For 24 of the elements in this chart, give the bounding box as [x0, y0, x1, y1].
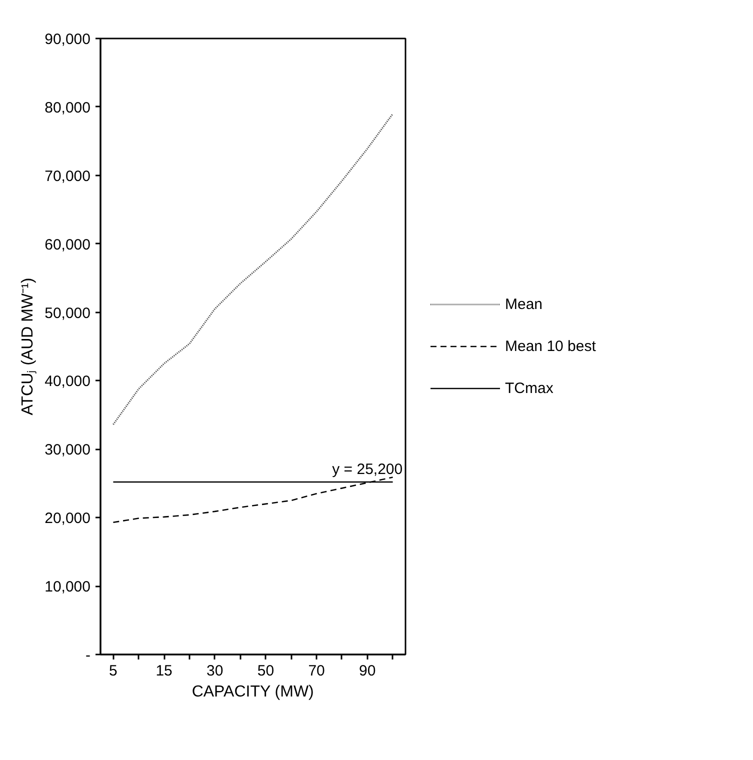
line-series	[112, 112, 394, 426]
line-series	[112, 476, 394, 524]
y-tick-label: 70,000	[44, 168, 91, 185]
x-tick-label: 50	[257, 662, 274, 680]
legend-label: Mean	[505, 296, 543, 312]
y-tick-label: 40,000	[44, 373, 91, 390]
x-tick-label: 70	[308, 662, 325, 680]
y-tick-label: 60,000	[44, 236, 91, 254]
y-tick-label: 80,000	[44, 99, 91, 116]
x-axis-title: CAPACITY (MW)	[192, 684, 314, 700]
x-tick-label: 15	[156, 662, 172, 680]
legend-label: Mean 10 best	[505, 338, 596, 354]
y-tick-label: 90,000	[44, 31, 91, 48]
x-tick-label: 90	[359, 662, 376, 680]
annotation: y = 25,200	[332, 461, 403, 478]
y-tick-label: 30,000	[44, 442, 91, 459]
y-tick-label: -	[86, 647, 91, 664]
x-tick-label: 5	[109, 662, 118, 680]
legend-label: TCmax	[505, 380, 554, 396]
x-tick-label: 30	[206, 662, 224, 680]
y-axis-title: ATCUⱼ (AUD MW⁻¹)	[20, 278, 37, 416]
y-tick-label: 20,000	[44, 510, 91, 528]
y-tick-label: 10,000	[44, 578, 91, 596]
y-tick-label: 50,000	[44, 304, 91, 322]
